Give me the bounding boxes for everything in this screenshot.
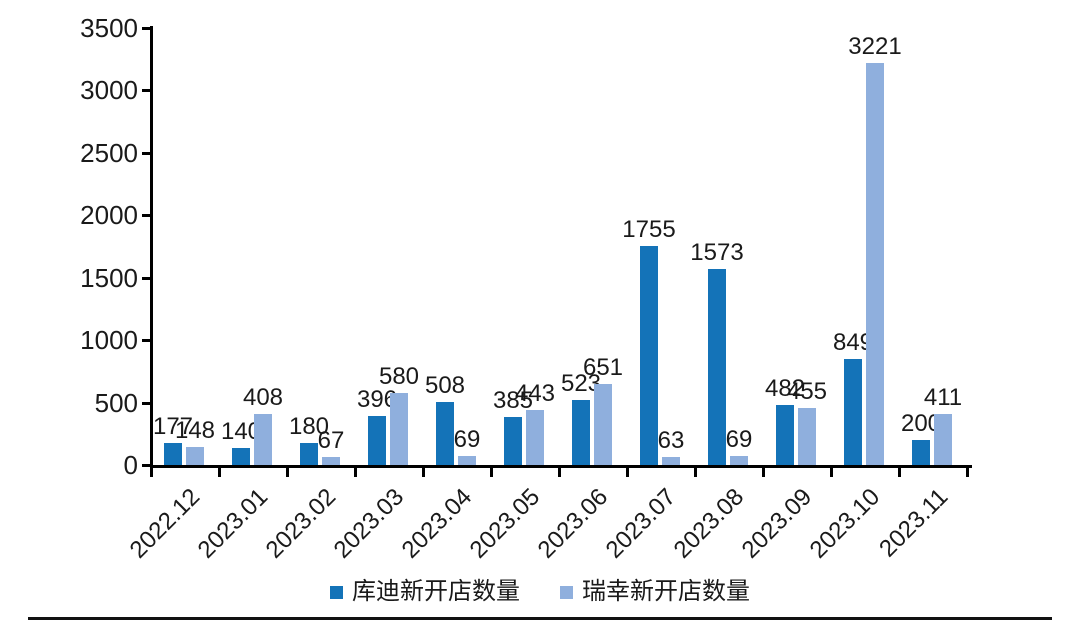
bottom-divider <box>28 617 1052 620</box>
bar-value-label: 1573 <box>690 238 744 266</box>
bar-luckin <box>526 409 544 465</box>
bar-luckin <box>390 392 408 465</box>
bar-luckin <box>798 408 816 465</box>
y-axis-tick-label: 2000 <box>80 200 138 231</box>
x-axis-tick <box>558 465 561 477</box>
x-axis-tick <box>354 465 357 477</box>
bar-value-label: 580 <box>378 362 420 390</box>
bar-value-label: 411 <box>923 383 963 411</box>
x-axis-category-text: 2023.09 <box>736 483 818 564</box>
bar-kudi <box>844 358 862 465</box>
x-axis-tick <box>150 465 153 477</box>
bar-value-label: 408 <box>242 384 284 412</box>
y-axis-tick <box>142 339 153 343</box>
bar-luckin <box>662 457 680 465</box>
bar-value-label: 148 <box>174 416 216 444</box>
bar-kudi <box>300 442 318 465</box>
bar-value-label: 455 <box>786 378 828 406</box>
y-axis-tick-label: 3000 <box>80 75 138 106</box>
bar-value-label: 508 <box>424 371 466 399</box>
bar-luckin <box>322 456 340 465</box>
bar-kudi <box>776 404 794 465</box>
y-axis-tick <box>142 214 153 218</box>
bar-kudi <box>640 245 658 465</box>
bar-kudi <box>164 442 182 465</box>
x-axis-category-text: 2023.07 <box>600 483 682 564</box>
y-axis-tick-label: 1000 <box>80 325 138 356</box>
x-axis-tick <box>286 465 289 477</box>
bar-value-label: 443 <box>514 379 556 407</box>
bar-value-label: 3221 <box>848 32 902 60</box>
bar-value-label: 69 <box>725 426 753 454</box>
bar-luckin <box>594 383 612 465</box>
bar-luckin <box>866 62 884 465</box>
bar-luckin <box>730 456 748 465</box>
chart-legend: 库迪新开店数量 瑞幸新开店数量 <box>0 578 1080 606</box>
x-axis-category-text: 2022.12 <box>124 483 206 564</box>
bar-kudi <box>572 399 590 465</box>
x-axis-category-text: 2023.03 <box>328 483 410 564</box>
x-axis-tick <box>966 465 969 477</box>
bar-kudi <box>232 447 250 465</box>
x-axis-category-text: 2023.11 <box>874 483 954 563</box>
y-axis-tick <box>142 151 153 155</box>
y-axis-tick-label: 2500 <box>80 137 138 168</box>
bar-value-label: 180 <box>288 412 330 440</box>
legend-label-luckin: 瑞幸新开店数量 <box>582 578 750 605</box>
bar-kudi <box>912 440 930 465</box>
bar-value-label: 482 <box>764 374 806 402</box>
y-axis-tick-label: 1500 <box>80 262 138 293</box>
bar-kudi <box>708 268 726 465</box>
y-axis-tick-label: 3500 <box>80 13 138 43</box>
bar-luckin <box>254 414 272 465</box>
y-axis-tick <box>142 89 153 93</box>
y-axis-tick <box>142 27 153 30</box>
bar-value-label: 849 <box>832 328 874 356</box>
bar-kudi <box>504 416 522 465</box>
y-axis-tick <box>142 401 153 405</box>
bar-value-label: 200 <box>900 410 942 438</box>
bar-value-label: 1755 <box>622 215 676 243</box>
bar-value-label: 177 <box>152 412 194 440</box>
x-axis-tick <box>694 465 697 477</box>
y-axis-tick-label: 500 <box>94 387 138 418</box>
x-axis-category-text: 2023.02 <box>260 483 342 564</box>
x-axis-tick <box>898 465 901 477</box>
x-axis-tick <box>490 465 493 477</box>
y-axis-tick-label: 0 <box>123 450 138 480</box>
bar-luckin <box>186 446 204 465</box>
x-axis-tick <box>762 465 765 477</box>
x-axis-category-text: 2023.04 <box>396 483 478 564</box>
bar-luckin <box>934 413 952 465</box>
legend-label-kudi: 库迪新开店数量 <box>352 578 520 605</box>
x-axis-category-text: 2023.10 <box>804 483 886 564</box>
x-axis-category-text: 2023.01 <box>192 483 274 564</box>
x-axis-category-text: 2023.05 <box>464 483 546 564</box>
x-axis-tick <box>626 465 629 477</box>
x-axis-category-text: 2023.06 <box>532 483 614 564</box>
y-axis-line <box>150 26 153 468</box>
x-axis-line <box>150 465 972 468</box>
bar-value-label: 651 <box>582 353 624 381</box>
legend-swatch-luckin <box>560 585 573 599</box>
x-axis-category-text: 2023.08 <box>668 483 750 564</box>
bar-kudi <box>368 415 386 465</box>
bar-value-label: 67 <box>317 426 345 454</box>
y-axis-tick <box>142 276 153 280</box>
bar-value-label: 69 <box>453 426 481 454</box>
legend-item-luckin: 瑞幸新开店数量 <box>560 578 750 606</box>
bar-value-label: 63 <box>657 427 685 455</box>
bar-luckin <box>458 456 476 465</box>
bar-kudi <box>436 401 454 465</box>
bar-value-label: 385 <box>492 386 534 414</box>
x-axis-tick <box>830 465 833 477</box>
y-axis-tick <box>142 464 153 467</box>
legend-swatch-kudi <box>330 585 343 599</box>
legend-item-kudi: 库迪新开店数量 <box>330 578 520 606</box>
x-axis-tick <box>218 465 221 477</box>
x-axis-tick <box>422 465 425 477</box>
